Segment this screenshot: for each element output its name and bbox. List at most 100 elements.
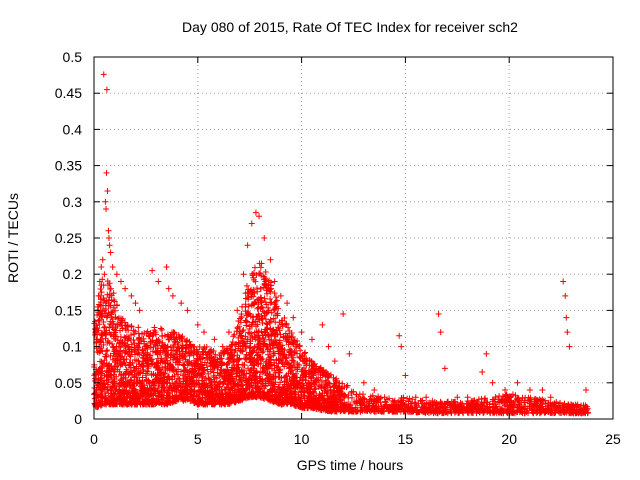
data-point: [247, 382, 254, 389]
data-point: [249, 348, 256, 355]
data-point: [237, 394, 244, 401]
data-point: [239, 343, 246, 350]
data-point: [154, 372, 161, 379]
data-point: [228, 384, 235, 391]
data-point: [195, 370, 202, 377]
data-point: [112, 391, 119, 398]
data-point: [247, 359, 254, 366]
data-point: [169, 373, 176, 380]
y-tick-label: 0.4: [63, 121, 83, 137]
data-point: [162, 370, 169, 377]
data-point: [185, 360, 192, 367]
data-point: [209, 388, 216, 395]
data-point: [290, 314, 297, 321]
data-point: [207, 354, 214, 361]
data-point: [136, 361, 143, 368]
data-point: [254, 321, 261, 328]
x-tick-label: 0: [90, 431, 98, 447]
data-point: [139, 330, 146, 337]
data-point: [100, 318, 107, 325]
data-point: [298, 329, 305, 336]
data-point: [146, 333, 153, 340]
data-point: [252, 278, 259, 285]
data-point: [187, 385, 194, 392]
data-point: [249, 313, 256, 320]
data-point: [108, 292, 115, 299]
data-point: [231, 331, 238, 338]
data-point: [149, 332, 156, 339]
data-point: [240, 338, 247, 345]
data-point: [101, 380, 108, 387]
data-point: [163, 263, 170, 270]
data-point: [226, 372, 233, 379]
data-point: [110, 304, 117, 311]
data-point: [402, 372, 409, 379]
data-point: [98, 289, 105, 296]
data-point: [196, 354, 203, 361]
data-point: [122, 361, 129, 368]
data-point: [196, 391, 203, 398]
data-point: [94, 303, 101, 310]
data-point: [216, 379, 223, 386]
data-point: [241, 370, 248, 377]
data-point: [195, 381, 202, 388]
data-point: [164, 331, 171, 338]
data-point: [346, 350, 353, 357]
data-point: [224, 366, 231, 373]
data-point: [128, 292, 135, 299]
data-point: [180, 344, 187, 351]
data-point: [250, 365, 257, 372]
data-point: [130, 364, 137, 371]
data-point: [157, 378, 164, 385]
data-point: [117, 344, 124, 351]
data-point: [166, 393, 173, 400]
data-point: [146, 401, 153, 408]
data-point: [249, 347, 256, 354]
data-point: [196, 344, 203, 351]
data-point: [130, 336, 137, 343]
data-point: [219, 381, 226, 388]
data-point: [356, 391, 363, 398]
data-point: [205, 391, 212, 398]
data-point: [132, 300, 139, 307]
data-point: [135, 358, 142, 365]
data-point: [105, 369, 112, 376]
data-point: [229, 352, 236, 359]
data-point: [242, 333, 249, 340]
data-point: [252, 299, 259, 306]
data-point: [226, 355, 233, 362]
data-point: [122, 285, 129, 292]
data-point: [170, 367, 177, 374]
data-point: [126, 352, 133, 359]
data-point: [135, 346, 142, 353]
data-point: [199, 394, 206, 401]
data-point: [179, 355, 186, 362]
data-point: [143, 330, 150, 337]
data-point: [161, 342, 168, 349]
data-point: [242, 308, 249, 315]
data-point: [124, 379, 131, 386]
data-point: [226, 389, 233, 396]
data-point: [105, 235, 112, 241]
data-point: [251, 376, 258, 383]
data-point: [319, 321, 326, 328]
data-point: [94, 403, 101, 410]
data-point: [247, 288, 254, 295]
data-point: [256, 213, 263, 220]
data-point: [134, 391, 141, 398]
y-tick-label: 0.1: [63, 339, 83, 355]
data-point: [103, 206, 110, 213]
data-point: [187, 376, 194, 383]
data-point: [218, 393, 225, 400]
data-point: [111, 359, 118, 366]
data-point: [251, 289, 258, 296]
data-point: [92, 318, 99, 325]
data-point: [111, 298, 118, 305]
data-point: [184, 382, 191, 389]
data-point: [158, 387, 165, 394]
data-point: [116, 315, 123, 322]
data-point: [105, 227, 112, 234]
data-point: [158, 326, 165, 333]
data-point: [143, 343, 150, 350]
data-point: [95, 371, 102, 378]
